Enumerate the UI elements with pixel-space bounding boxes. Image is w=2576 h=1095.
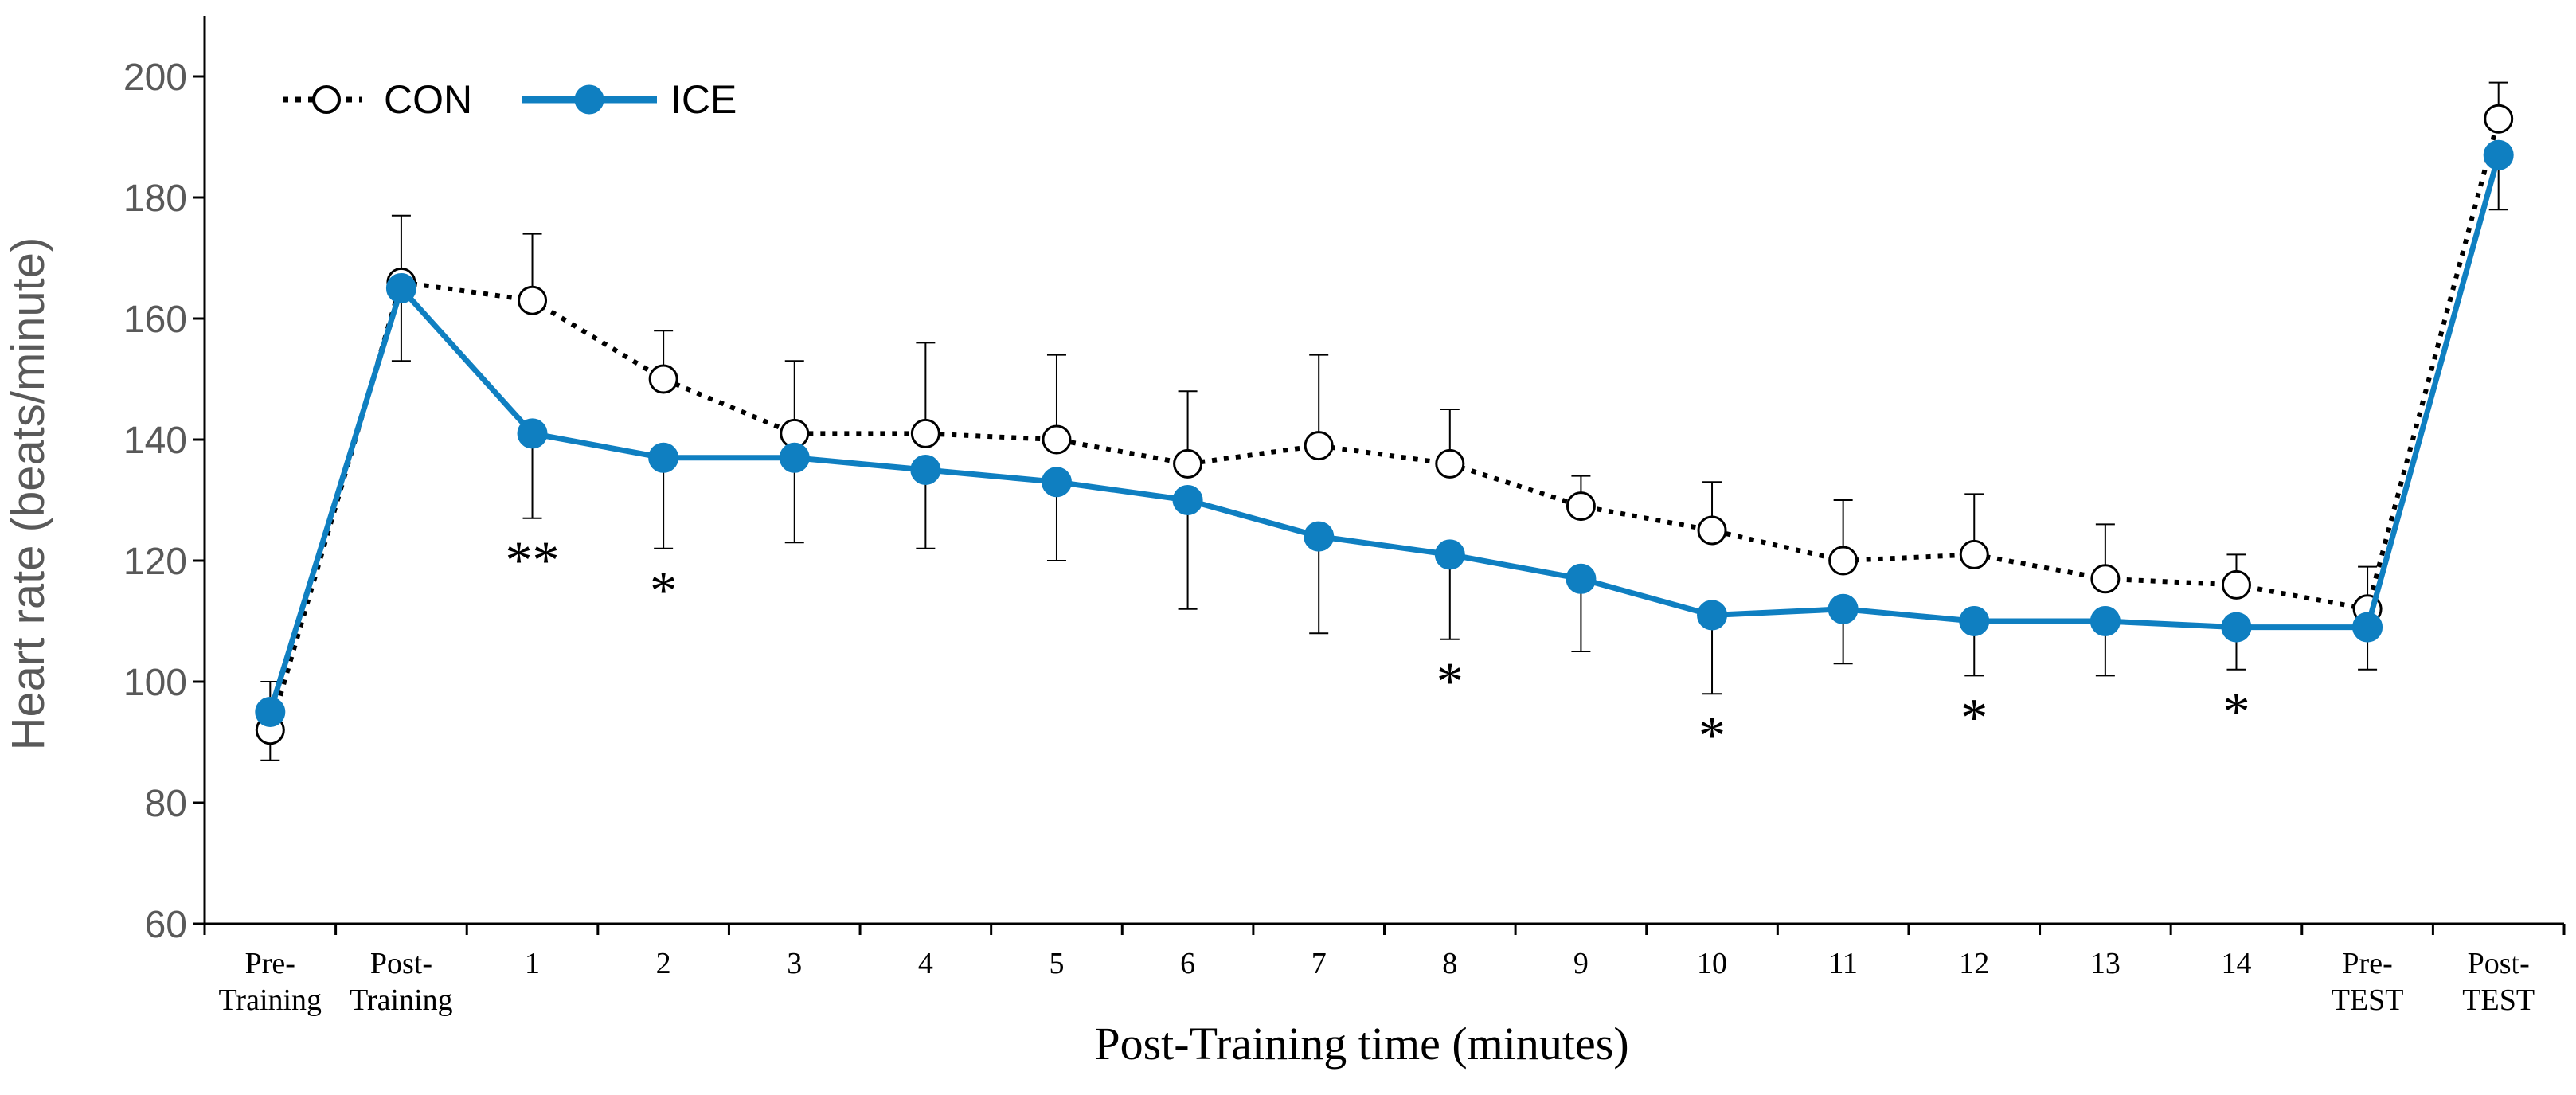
x-axis-title: Post-Training time (minutes)	[1094, 1018, 1628, 1070]
data-point-con	[910, 418, 940, 448]
data-point-con	[1959, 539, 1989, 569]
y-tick-label: 140	[123, 420, 187, 462]
data-point-con	[2484, 104, 2514, 134]
y-axis-title: Heart rate (beats/minute)	[2, 237, 54, 751]
markers-con	[255, 104, 2514, 745]
y-tick-label: 120	[123, 541, 187, 583]
x-tick-label: 4	[918, 947, 933, 980]
data-point-ice	[2089, 606, 2121, 636]
data-point-ice	[255, 697, 286, 727]
error-bars-con	[260, 81, 2508, 730]
data-point-con	[1828, 546, 1859, 576]
y-tick-label: 180	[123, 178, 187, 220]
x-tick-label: 5	[1049, 947, 1064, 980]
legend-con-marker	[312, 85, 341, 114]
legend: CON ICE	[283, 77, 737, 122]
data-point-ice	[1566, 563, 1597, 594]
y-tick-label: 200	[123, 57, 187, 99]
data-point-con	[1042, 424, 1072, 455]
x-tick-label: 8	[1442, 947, 1457, 980]
significance-marker: *	[650, 560, 677, 620]
data-point-ice	[1304, 521, 1335, 552]
data-point-con	[1173, 448, 1203, 479]
x-tick-label: Pre-Training	[219, 947, 322, 1017]
data-point-con	[2221, 569, 2251, 600]
significance-marker: **	[506, 530, 560, 590]
x-tick-label: 11	[1828, 947, 1858, 980]
axes-group: 60 80 100 120 140 160 180 200 Pre-Training Post-T…	[123, 16, 2566, 1017]
significance-marker: *	[2222, 681, 2250, 741]
x-tick-label: 2	[656, 947, 671, 980]
significance-marker: *	[1960, 686, 1988, 747]
data-point-ice	[1827, 593, 1859, 624]
data-point-con	[1566, 491, 1596, 522]
data-point-ice	[517, 418, 548, 449]
markers-ice	[255, 139, 2514, 727]
significance-marker: *	[1437, 651, 1464, 711]
x-tick-label: Post-TEST	[2462, 947, 2535, 1017]
data-point-ice	[1172, 485, 1203, 515]
data-point-ice	[1959, 606, 1990, 636]
series-group	[255, 81, 2514, 761]
y-tick-label: 100	[123, 662, 187, 704]
x-tick-label: 14	[2221, 947, 2251, 980]
data-point-con	[1435, 448, 1465, 479]
data-point-ice	[779, 442, 810, 473]
data-point-ice	[1041, 467, 1072, 498]
significance-marker: *	[1698, 705, 1726, 765]
legend-ice-marker	[574, 84, 604, 115]
legend-ice-label: ICE	[670, 77, 737, 122]
x-tick-label: Pre-TEST	[2332, 947, 2404, 1017]
x-tick-label: 3	[787, 947, 802, 980]
data-point-con	[1697, 515, 1727, 546]
y-tick-label: 160	[123, 299, 187, 341]
legend-con-label: CON	[384, 77, 472, 122]
data-point-con	[648, 364, 678, 394]
data-point-ice	[2221, 612, 2252, 643]
x-tick-label: 1	[525, 947, 540, 980]
data-point-ice	[910, 455, 941, 485]
data-point-ice	[648, 442, 679, 473]
x-tick-label: Post-Training	[350, 947, 453, 1017]
annotations-group: ** *** * *	[506, 530, 2250, 765]
data-point-ice	[1434, 539, 1465, 570]
x-tick-label: 6	[1180, 947, 1195, 980]
series-line-con	[268, 118, 2501, 731]
data-point-con	[1304, 431, 1334, 461]
x-tick-label: 12	[1959, 947, 1989, 980]
x-tick-label: 13	[2090, 947, 2121, 980]
error-bars-ice	[260, 154, 2508, 761]
series-line-ice	[267, 154, 2502, 714]
data-point-con	[518, 285, 548, 315]
data-point-ice	[2483, 139, 2514, 170]
data-point-ice	[1697, 600, 1728, 631]
data-point-ice	[2352, 612, 2383, 643]
y-tick-label: 60	[145, 904, 187, 946]
x-tick-label: 9	[1573, 947, 1589, 980]
x-tick-label: 7	[1311, 947, 1327, 980]
data-point-ice	[385, 273, 416, 303]
data-point-con	[2090, 564, 2121, 594]
x-tick-label: 10	[1697, 947, 1727, 980]
y-tick-label: 80	[145, 783, 187, 825]
